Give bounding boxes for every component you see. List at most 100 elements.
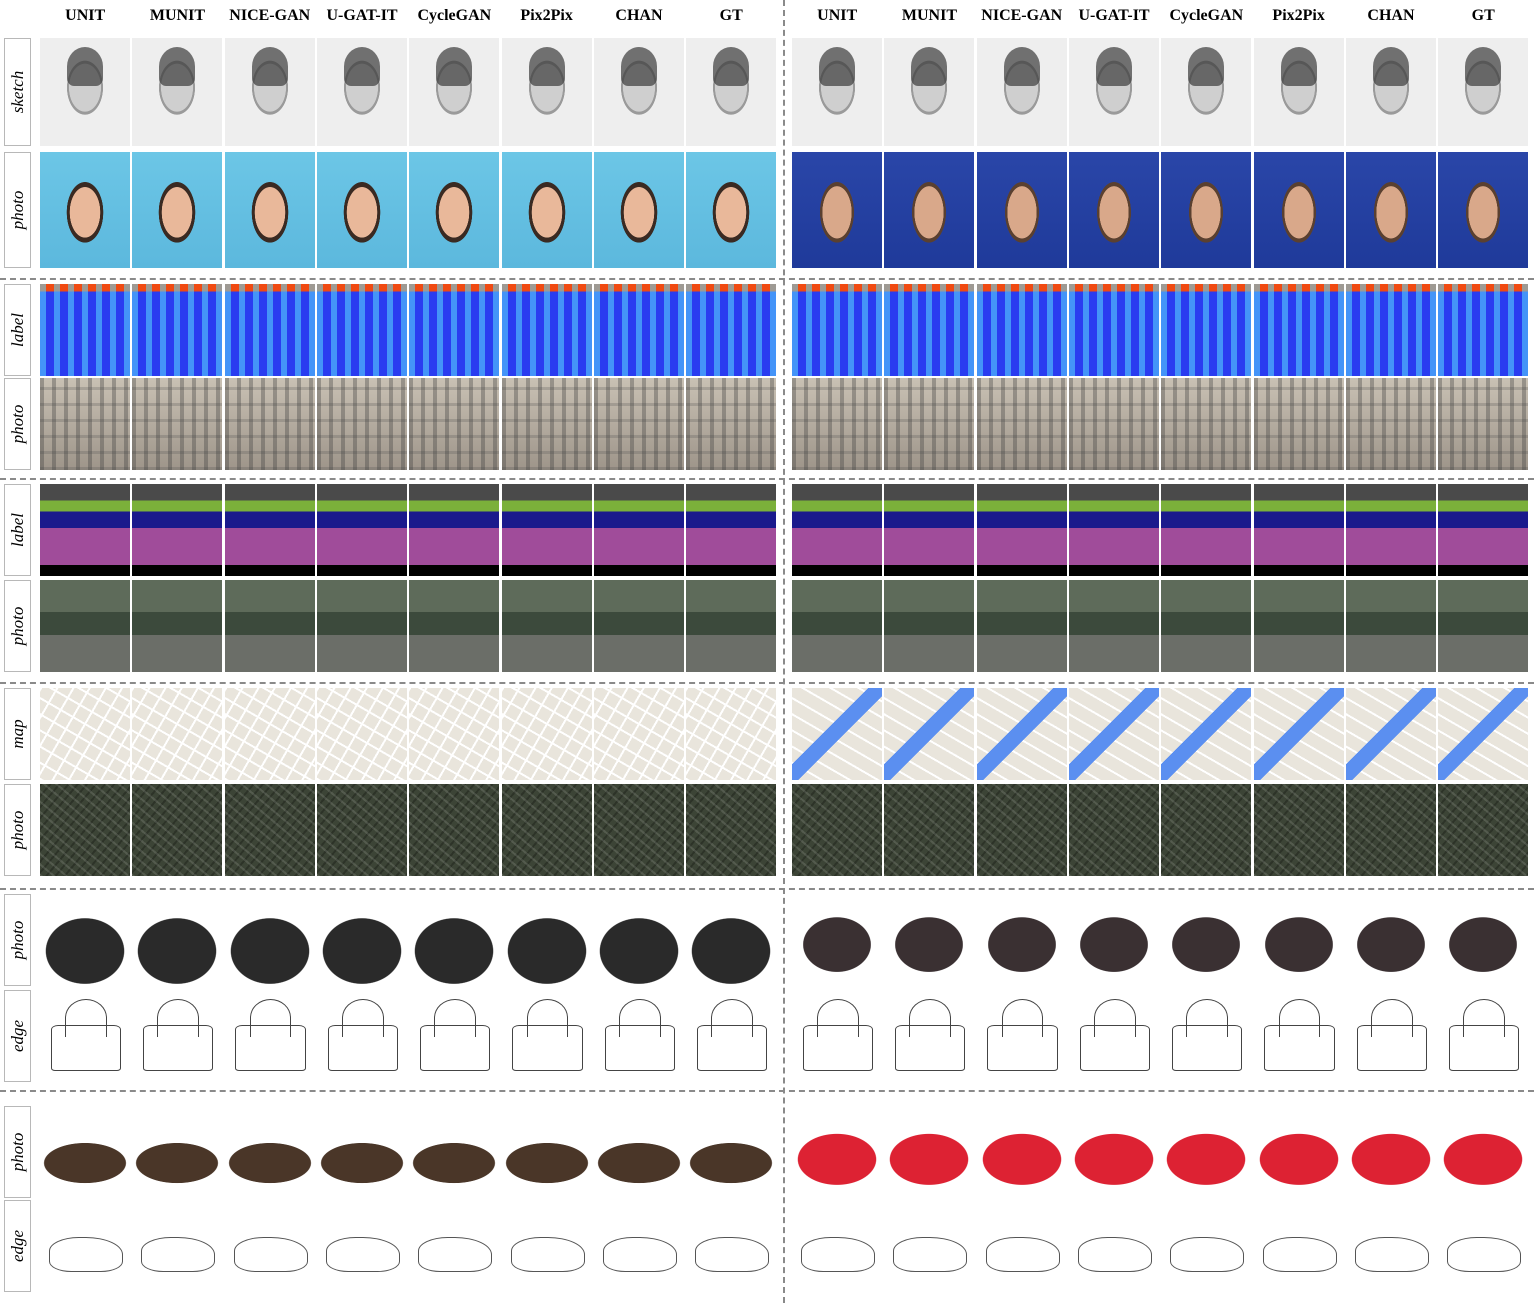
row-label-text: photo xyxy=(7,810,27,850)
result-image-left xyxy=(316,688,407,780)
result-image-left xyxy=(132,152,223,268)
result-image-left xyxy=(224,1106,315,1198)
row-label-photo: photo xyxy=(4,580,31,672)
result-image-right xyxy=(884,1200,975,1292)
result-image-right xyxy=(1161,378,1252,470)
result-image-left xyxy=(593,152,684,268)
column-header-gt: GT xyxy=(719,7,743,24)
result-image-left xyxy=(409,688,500,780)
row-label-photo: photo xyxy=(4,152,31,268)
result-image-right xyxy=(1253,580,1344,672)
result-image-left xyxy=(409,1200,500,1292)
result-image-right xyxy=(792,38,882,146)
result-image-left xyxy=(686,1200,777,1292)
result-image-right xyxy=(792,784,882,876)
result-image-left xyxy=(224,580,315,672)
result-image-left xyxy=(40,688,130,780)
section-separator xyxy=(0,1090,1534,1092)
result-image-left xyxy=(409,38,500,146)
result-image-right xyxy=(1161,990,1252,1082)
column-header-cyclegan: CycleGAN xyxy=(417,7,492,24)
result-image-left xyxy=(132,688,223,780)
row-label-text: label xyxy=(7,313,27,347)
row-label-text: photo xyxy=(7,1132,27,1172)
result-image-left xyxy=(316,784,407,876)
result-image-left xyxy=(501,1106,592,1198)
result-image-right xyxy=(976,284,1067,376)
result-image-right xyxy=(1438,894,1529,986)
result-image-left xyxy=(686,38,777,146)
column-header-unit: UNIT xyxy=(65,7,106,24)
result-image-left xyxy=(132,990,223,1082)
result-image-right xyxy=(1253,284,1344,376)
result-image-right xyxy=(1345,284,1436,376)
result-image-left xyxy=(593,688,684,780)
result-image-right xyxy=(1068,484,1159,576)
result-image-left xyxy=(409,894,500,986)
column-header-unit: UNIT xyxy=(817,7,858,24)
result-image-right xyxy=(1253,688,1344,780)
column-header-u-gat-it: U-GAT-IT xyxy=(1078,7,1150,24)
result-image-left xyxy=(686,688,777,780)
result-image-left xyxy=(316,1106,407,1198)
result-image-left xyxy=(501,784,592,876)
row-label-text: label xyxy=(7,513,27,547)
result-image-left xyxy=(40,580,130,672)
column-header-munit: MUNIT xyxy=(149,7,205,24)
result-image-right xyxy=(1161,784,1252,876)
result-image-right xyxy=(1161,38,1252,146)
result-image-right xyxy=(884,894,975,986)
result-image-right xyxy=(1068,152,1159,268)
result-image-right xyxy=(1253,1200,1344,1292)
result-image-left xyxy=(686,378,777,470)
result-image-right xyxy=(1438,1106,1529,1198)
result-image-left xyxy=(686,990,777,1082)
result-image-right xyxy=(976,688,1067,780)
result-image-left xyxy=(316,1200,407,1292)
row-label-text: photo xyxy=(7,606,27,646)
result-image-right xyxy=(976,894,1067,986)
result-image-right xyxy=(1345,990,1436,1082)
result-image-left xyxy=(501,580,592,672)
column-header-pix2pix: Pix2Pix xyxy=(520,7,573,24)
row-label-text: edge xyxy=(7,1019,27,1053)
result-image-right xyxy=(884,484,975,576)
result-image-left xyxy=(224,784,315,876)
result-image-left xyxy=(40,378,130,470)
result-image-right xyxy=(884,990,975,1082)
result-image-left xyxy=(316,152,407,268)
result-image-right xyxy=(884,688,975,780)
result-image-left xyxy=(501,894,592,986)
result-image-right xyxy=(884,1106,975,1198)
result-image-right xyxy=(1438,378,1529,470)
row-label-text: photo xyxy=(7,190,27,230)
result-image-left xyxy=(132,1106,223,1198)
result-image-left xyxy=(501,284,592,376)
result-image-left xyxy=(686,580,777,672)
result-image-left xyxy=(593,580,684,672)
result-image-left xyxy=(40,284,130,376)
result-image-left xyxy=(132,38,223,146)
result-image-left xyxy=(409,484,500,576)
row-label-photo: photo xyxy=(4,1106,31,1198)
result-image-left xyxy=(501,688,592,780)
result-image-right xyxy=(1438,152,1529,268)
result-image-right xyxy=(976,784,1067,876)
result-image-left xyxy=(409,378,500,470)
result-image-right xyxy=(884,284,975,376)
result-image-left xyxy=(409,284,500,376)
result-image-left xyxy=(501,378,592,470)
result-image-left xyxy=(40,784,130,876)
result-image-left xyxy=(316,284,407,376)
result-image-right xyxy=(1161,580,1252,672)
result-image-left xyxy=(316,894,407,986)
result-image-right xyxy=(976,378,1067,470)
section-separator xyxy=(0,278,1534,280)
column-header-u-gat-it: U-GAT-IT xyxy=(326,7,398,24)
result-image-right xyxy=(1068,38,1159,146)
result-image-left xyxy=(593,894,684,986)
result-image-left xyxy=(501,990,592,1082)
result-image-left xyxy=(40,894,130,986)
column-header-nice-gan: NICE-GAN xyxy=(229,7,311,24)
